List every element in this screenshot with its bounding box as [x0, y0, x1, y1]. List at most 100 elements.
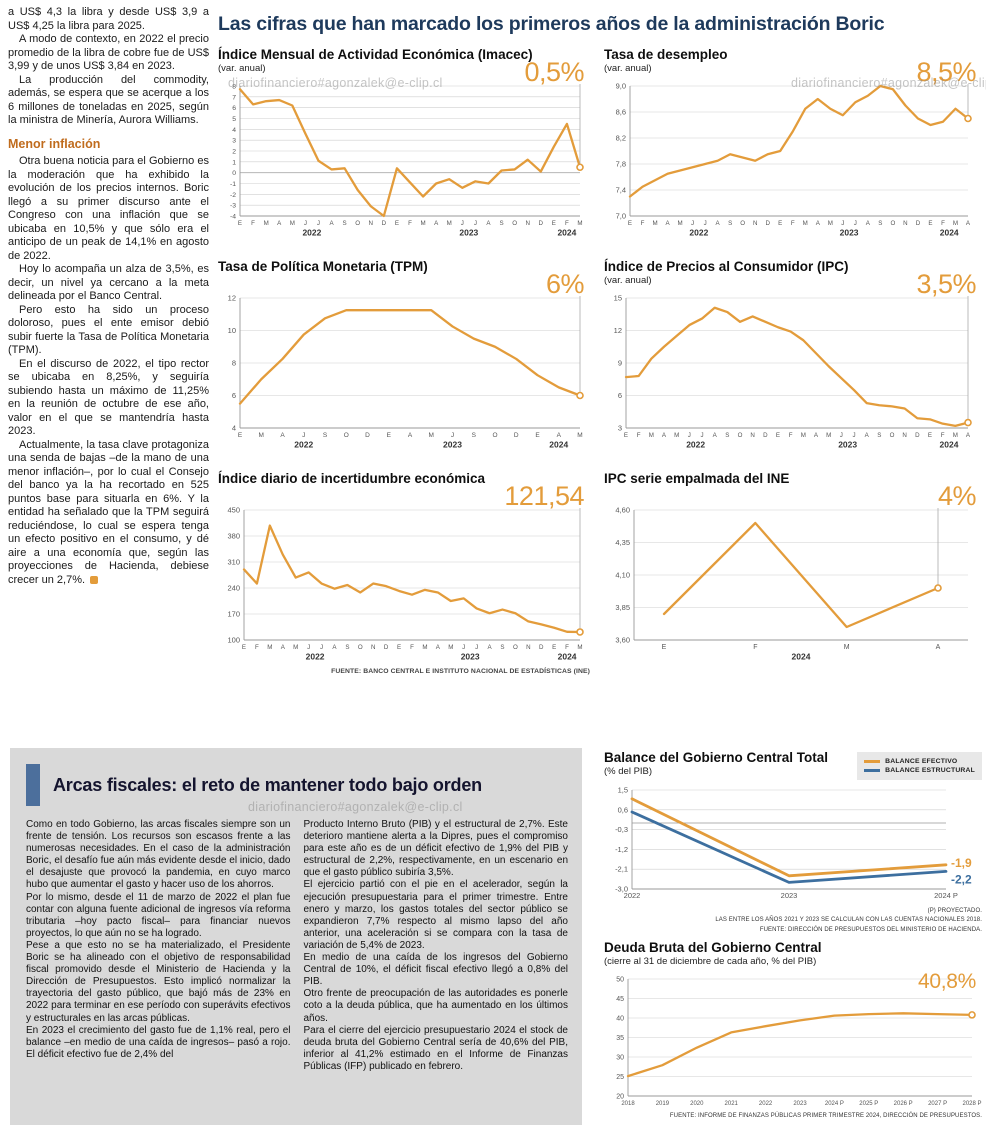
- x-tick-label: 2027 P: [928, 1101, 947, 1107]
- chart-title: Índice de Precios al Consumidor (IPC): [604, 259, 849, 274]
- paragraph: Otro frente de preocupación de las autor…: [303, 988, 569, 1024]
- chart-incertidumbre: Índice diario de incertidumbre económica…: [218, 471, 590, 666]
- x-tick-label: F: [251, 220, 255, 227]
- chart-title: Índice Mensual de Actividad Económica (I…: [218, 47, 533, 62]
- x-tick-label: J: [475, 644, 478, 651]
- x-tick-label: J: [320, 644, 323, 651]
- x-tick-label: E: [778, 220, 782, 227]
- paragraph: FUENTE: DIRECCIÓN DE PRESUPUESTOS DEL MI…: [759, 926, 982, 933]
- chart-balance: Balance del Gobierno Central Total (% de…: [604, 750, 982, 935]
- paragraph: Pese a que esto no se ha materializado, …: [26, 939, 291, 1024]
- chart-title: Deuda Bruta del Gobierno Central: [604, 940, 822, 955]
- series-line: [628, 84, 970, 198]
- x-tick-label: D: [539, 220, 544, 227]
- x-tick-label: J: [462, 644, 465, 651]
- x-tick-label: M: [290, 220, 295, 227]
- deuda-footnote: FUENTE: INFORME DE FINANZAS PÚBLICAS PRI…: [669, 1113, 982, 1119]
- x-tick-label: A: [487, 644, 492, 651]
- x-tick-label: S: [343, 220, 347, 227]
- x-tick-label: N: [525, 220, 529, 227]
- y-tick-label: 4,35: [615, 538, 630, 547]
- x-tick-label: 2020: [690, 1101, 704, 1107]
- x-tick-label: D: [514, 432, 519, 439]
- x-tick-label: E: [552, 220, 556, 227]
- x-tick-label: M: [826, 432, 831, 439]
- y-tick-label: 0,6: [618, 805, 628, 814]
- year-label: 2022: [306, 652, 325, 662]
- page-title: Las cifras que han marcado los primeros …: [218, 13, 885, 35]
- x-tick-label: O: [513, 644, 518, 651]
- y-tick-label: -4: [230, 214, 236, 221]
- x-tick-label: A: [966, 432, 971, 439]
- chart-title: IPC serie empalmada del INE: [604, 471, 790, 486]
- x-tick-label: F: [941, 432, 945, 439]
- year-label: 2022: [686, 440, 705, 450]
- x-tick-label: E: [238, 220, 242, 227]
- x-tick-label: S: [877, 432, 881, 439]
- y-tick-label: -3,0: [615, 885, 628, 894]
- x-tick-label: M: [649, 432, 654, 439]
- ipc-empalmada-plot: 4,60 4,35 4,10 3,85 3,60 E F M A 2024: [615, 506, 968, 662]
- series-line: [242, 524, 582, 634]
- x-tick-label: A: [408, 432, 413, 439]
- y-tick-label: 9,0: [616, 82, 626, 91]
- y-tick-label: 30: [616, 1055, 624, 1062]
- y-tick-label: 15: [614, 294, 622, 303]
- chart-ipc: Índice de Precios al Consumidor (IPC) (v…: [604, 259, 982, 454]
- y-tick-label: 1: [232, 159, 236, 166]
- y-tick-label: -1: [230, 181, 236, 188]
- chart-value-label: 6%: [545, 269, 585, 299]
- x-tick-label: S: [472, 432, 477, 439]
- fiscal-columns: Como en todo Gobierno, las arcas fiscale…: [26, 819, 568, 1073]
- y-tick-label: 35: [616, 1035, 624, 1042]
- x-tick-label: A: [436, 644, 441, 651]
- x-tick-label: D: [916, 220, 921, 227]
- x-tick-label: D: [384, 644, 389, 651]
- x-tick-label: 2024 P: [934, 891, 958, 900]
- x-tick-label: F: [408, 220, 412, 227]
- x-tick-label: O: [358, 644, 363, 651]
- chart-title: Índice diario de incertidumbre económica: [218, 471, 486, 486]
- x-tick-label: F: [565, 220, 569, 227]
- legend-label: BALANCE EFECTIVO: [885, 758, 958, 765]
- chart-subtitle: [604, 487, 982, 500]
- x-tick-label: M: [293, 644, 298, 651]
- legend-label: BALANCE ESTRUCTURAL: [885, 767, 975, 774]
- x-tick-label: E: [776, 432, 780, 439]
- y-tick-label: 8,2: [616, 134, 626, 143]
- y-tick-label: 8: [232, 84, 236, 91]
- y-tick-label: 240: [227, 584, 240, 593]
- paragraph: Otra buena noticia para el Gobierno es l…: [8, 155, 209, 262]
- x-tick-label: M: [577, 220, 582, 227]
- x-tick-label: E: [552, 644, 556, 651]
- y-tick-label: 7,4: [616, 186, 626, 195]
- y-tick-label: 3: [232, 138, 236, 145]
- balance-footnotes: (P) PROYECTADO. LAS ENTRE LOS AÑOS 2021 Y…: [604, 907, 982, 935]
- x-tick-label: O: [890, 432, 895, 439]
- x-tick-label: M: [264, 220, 269, 227]
- year-label: 2022: [294, 440, 313, 450]
- chart-subtitle: (cierre al 31 de diciembre de cada año, …: [604, 956, 817, 967]
- x-tick-label: 2024 P: [825, 1101, 844, 1107]
- series-line: [662, 521, 940, 629]
- fiscal-column-1: Como en todo Gobierno, las arcas fiscale…: [26, 819, 291, 1073]
- x-tick-label: M: [652, 220, 657, 227]
- x-tick-label: 2023: [793, 1101, 807, 1107]
- x-tick-label: D: [539, 644, 544, 651]
- y-tick-label: 3: [618, 424, 622, 433]
- year-label: 2022: [689, 228, 708, 238]
- y-tick-label: 4,60: [615, 506, 630, 515]
- x-tick-label: A: [280, 432, 285, 439]
- y-tick-label: -3: [230, 203, 236, 210]
- x-tick-label: J: [451, 432, 454, 439]
- x-tick-label: F: [941, 220, 945, 227]
- y-tick-label: 6: [232, 391, 236, 400]
- legend-item-estructural: BALANCE ESTRUCTURAL: [864, 767, 975, 774]
- x-tick-label: N: [369, 220, 373, 227]
- paragraph: (P) PROYECTADO.: [927, 908, 982, 914]
- x-tick-label: O: [890, 220, 895, 227]
- x-tick-label: J: [461, 220, 464, 227]
- fiscal-title: Arcas fiscales: el reto de mantener todo…: [53, 774, 482, 795]
